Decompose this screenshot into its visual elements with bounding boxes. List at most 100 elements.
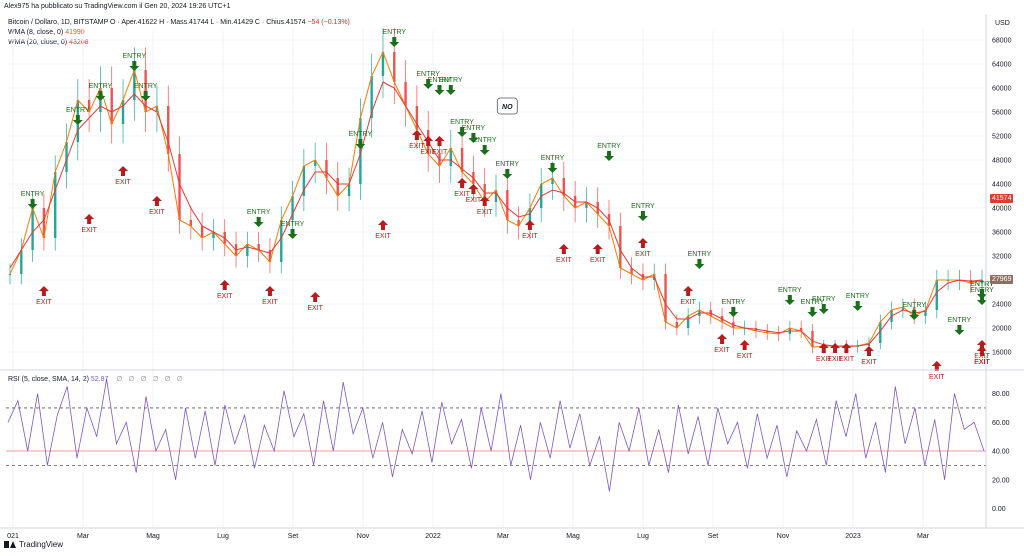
price-change: −54 (−0.13%) bbox=[307, 19, 350, 26]
candle-body bbox=[675, 322, 679, 328]
entry-arrow-icon bbox=[977, 295, 987, 305]
candle-body bbox=[110, 88, 113, 124]
entry-label: ENTRY bbox=[416, 71, 440, 78]
entry-arrow-icon bbox=[287, 229, 298, 239]
exit-arrow-icon bbox=[683, 286, 694, 296]
rsi-tick-label: 20.00 bbox=[992, 477, 1010, 484]
exit-arrow-icon bbox=[219, 280, 230, 290]
candle-body bbox=[404, 82, 407, 106]
candle-body bbox=[619, 226, 622, 268]
price-tick-label: 48000 bbox=[992, 158, 1012, 165]
exit-label: EXIT bbox=[827, 356, 843, 363]
last-price-tag: 41574 bbox=[990, 193, 1014, 203]
rsi-line bbox=[7, 379, 985, 492]
exit-label: EXIT bbox=[680, 299, 696, 306]
exit-arrow-icon bbox=[151, 196, 162, 206]
exit-label: EXIT bbox=[974, 359, 990, 366]
candle-body bbox=[167, 106, 170, 154]
exit-label: EXIT bbox=[974, 359, 990, 366]
entry-arrow-icon bbox=[784, 295, 795, 305]
entry-label: ENTRY bbox=[778, 287, 802, 294]
exit-arrow-icon bbox=[818, 343, 829, 353]
exit-arrow-icon bbox=[524, 220, 535, 230]
rsi-tick-label: 0.00 bbox=[992, 506, 1006, 513]
entry-arrow-icon bbox=[445, 85, 456, 95]
entry-arrow-icon bbox=[604, 151, 615, 161]
entry-label: ENTRY bbox=[247, 209, 271, 216]
exit-arrow-icon bbox=[264, 286, 275, 296]
exit-label: EXIT bbox=[737, 353, 753, 360]
exit-label: EXIT bbox=[149, 209, 165, 216]
osc-extra: ∅ ∅ ∅ ∅ ∅ ∅ bbox=[116, 376, 185, 383]
exit-arrow-icon bbox=[592, 244, 603, 254]
entry-label: ENTRY bbox=[450, 119, 474, 126]
candle-body bbox=[924, 310, 927, 316]
no-annotation-label: NO bbox=[502, 104, 513, 111]
axes: 1600020000240002800032000360004000044000… bbox=[0, 14, 1024, 540]
main-legend: Bitcoin / Dollaro, 1D, BITSTAMP O · Aper… bbox=[8, 18, 350, 48]
wma20-value: 43208 bbox=[69, 39, 89, 46]
entry-arrow-icon bbox=[129, 61, 140, 71]
candle-body bbox=[630, 268, 633, 274]
entry-arrow-icon bbox=[72, 115, 83, 125]
exit-label: EXIT bbox=[262, 299, 278, 306]
exit-label: EXIT bbox=[929, 374, 945, 381]
osc-label: RSI (5, close, SMA, 14, 2) bbox=[8, 376, 89, 383]
entry-label: ENTRY bbox=[597, 143, 621, 150]
exit-label: EXIT bbox=[590, 257, 606, 264]
exit-label: EXIT bbox=[522, 233, 538, 240]
candle-body bbox=[551, 178, 554, 184]
candle-body bbox=[811, 331, 814, 348]
time-tick-label: Mar bbox=[497, 533, 510, 540]
candle-body bbox=[20, 250, 23, 274]
candle-body bbox=[381, 52, 385, 76]
wma-lines bbox=[9, 50, 983, 348]
candle-body bbox=[777, 332, 780, 334]
entry-arrow-icon bbox=[728, 307, 739, 317]
entry-label: ENTRY bbox=[382, 29, 406, 36]
time-tick-label: Nov bbox=[357, 533, 370, 540]
candle-body bbox=[189, 220, 193, 226]
signals: ENTRYENTRYENTRYENTRYENTRYENTRYENTRYENTRY… bbox=[21, 29, 994, 381]
price-tick-label: 40000 bbox=[992, 206, 1012, 213]
symbol-line: Bitcoin / Dollaro, 1D, BITSTAMP O · Aper… bbox=[8, 18, 350, 28]
exit-label: EXIT bbox=[432, 149, 448, 156]
time-tick-label: Mar bbox=[917, 533, 930, 540]
entry-label: ENTRY bbox=[134, 83, 158, 90]
exit-arrow-icon bbox=[977, 340, 987, 350]
wma8-series-line bbox=[9, 50, 983, 348]
price-tick-label: 64000 bbox=[992, 62, 1012, 69]
exit-label: EXIT bbox=[714, 347, 730, 354]
candle-body bbox=[347, 184, 351, 196]
price-tick-label: 16000 bbox=[992, 350, 1012, 357]
time-tick-label: 2022 bbox=[425, 533, 441, 540]
entry-arrow-icon bbox=[909, 310, 920, 320]
exit-arrow-icon bbox=[977, 346, 987, 356]
wma20-series-line bbox=[9, 81, 983, 347]
candle-body bbox=[935, 280, 938, 310]
entry-arrow-icon bbox=[434, 85, 445, 95]
candle-body bbox=[415, 106, 419, 130]
entry-arrow-icon bbox=[852, 301, 863, 311]
rsi-series-line bbox=[7, 379, 985, 492]
entry-label: ENTRY bbox=[812, 296, 836, 303]
time-tick-label: 2023 bbox=[845, 533, 861, 540]
candle-body bbox=[664, 274, 667, 322]
entry-label: ENTRY bbox=[970, 281, 994, 288]
footer: TradingView bbox=[4, 540, 63, 549]
entry-arrow-icon bbox=[807, 307, 818, 317]
entry-label: ENTRY bbox=[428, 77, 452, 84]
candle-body bbox=[155, 106, 159, 112]
exit-arrow-icon bbox=[739, 340, 750, 350]
exit-label: EXIT bbox=[477, 209, 493, 216]
rsi-bands bbox=[6, 407, 986, 466]
candle-body bbox=[8, 274, 12, 275]
price-tick-label: 36000 bbox=[992, 230, 1012, 237]
entry-label: ENTRY bbox=[541, 155, 565, 162]
candle-body bbox=[257, 244, 260, 250]
wma20-line: WMA (20, close, 0) 43208 bbox=[8, 38, 350, 48]
exit-arrow-icon bbox=[38, 286, 49, 296]
time-tick-label: 021 bbox=[7, 533, 19, 540]
candle-body bbox=[178, 154, 181, 220]
